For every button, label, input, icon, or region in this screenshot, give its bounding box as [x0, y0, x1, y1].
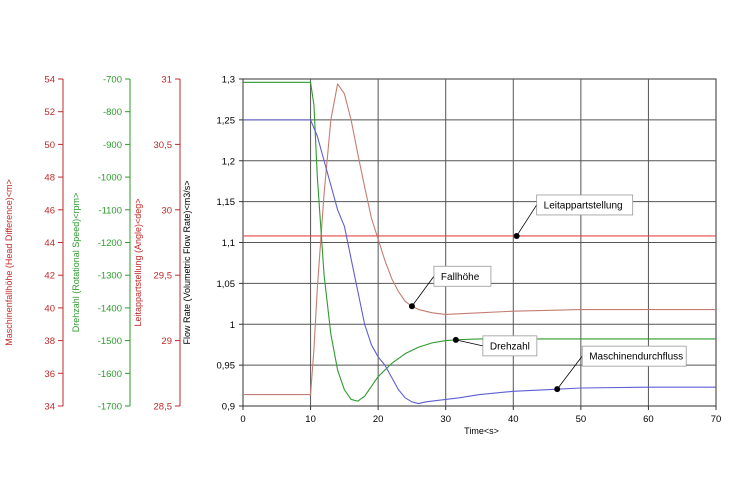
angle-tick-label: 29,5 — [154, 271, 173, 282]
speed-tick-label: -1300 — [98, 271, 122, 282]
speed-tick-label: -1200 — [98, 238, 122, 249]
speed-axis-label: Drehzahl (Rotational Speed)<rpm> — [71, 193, 81, 333]
series-line — [243, 81, 716, 402]
head-tick-label: 48 — [44, 173, 55, 184]
flow-tick-label: 1,05 — [217, 279, 236, 290]
speed-tick-label: -800 — [103, 107, 122, 118]
series-line — [243, 119, 716, 405]
head-tick-label: 50 — [44, 140, 55, 151]
angle-tick-label: 31 — [161, 75, 172, 86]
x-tick-label: 40 — [508, 414, 519, 425]
flow-tick-label: 1 — [230, 320, 235, 331]
flow-tick-label: 1,2 — [222, 156, 235, 167]
angle-tick-label: 30 — [161, 205, 172, 216]
x-tick-label: 20 — [373, 414, 384, 425]
annotation-leader — [516, 204, 538, 237]
x-tick-label: 70 — [711, 414, 722, 425]
annotation-dot — [513, 232, 520, 239]
x-tick-label: 10 — [305, 414, 316, 425]
angle-tick-label: 30,5 — [154, 140, 173, 151]
speed-tick-label: -1400 — [98, 303, 122, 314]
angle-tick-label: 29 — [161, 336, 172, 347]
head-tick-label: 54 — [44, 75, 55, 86]
annotation-leader — [556, 355, 583, 390]
axes: 0 10 20 30 40 50 60 70 Time<s> 54 52 50 48 46 44 42 40 38… — [4, 75, 721, 437]
x-tick-label: 30 — [440, 414, 451, 425]
flow-tick-label: 0,9 — [222, 402, 235, 413]
head-axis-label: Maschinenfallhöhe (Head Difference)<m> — [4, 179, 14, 345]
flow-tick-label: 1,3 — [222, 75, 235, 86]
annotation-dot — [452, 336, 459, 343]
annotations-layer: Leitappartstellung Fallhöhe Drehzahl Maschi… — [408, 194, 687, 393]
head-tick-label: 44 — [44, 238, 55, 249]
speed-tick-label: -1100 — [98, 205, 122, 216]
speed-tick-label: -700 — [103, 75, 122, 86]
flow-tick-label: 0,95 — [217, 361, 236, 372]
x-axis-label: Time<s> — [464, 426, 499, 436]
head-tick-label: 36 — [44, 369, 55, 380]
annotation-label: Leitappartstellung — [544, 200, 623, 211]
flow-tick-label: 1,1 — [222, 238, 235, 249]
flow-tick-label: 1,25 — [217, 115, 236, 126]
annotation-box — [433, 265, 492, 287]
speed-tick-label: -900 — [103, 140, 122, 151]
x-tick-label: 60 — [643, 414, 654, 425]
head-tick-label: 52 — [44, 107, 55, 118]
annotation-label: Drehzahl — [490, 341, 530, 352]
annotation-leader — [455, 339, 483, 347]
annotation-dot — [408, 303, 415, 310]
flow-axis-label: Flow Rate (Volumetric Flow Rate)<m3/s> — [182, 180, 192, 344]
annotation-box — [536, 194, 634, 216]
x-tick-label: 50 — [576, 414, 587, 425]
speed-tick-label: -1600 — [98, 369, 122, 380]
head-tick-label: 40 — [44, 303, 55, 314]
angle-axis-label: Leitappartstellung (Angle)<deg> — [133, 198, 143, 326]
annotation-leader — [411, 276, 435, 307]
speed-tick-label: -1700 — [98, 402, 122, 413]
flow-tick-label: 1,15 — [217, 197, 236, 208]
annotation-box — [581, 345, 687, 367]
annotation-box — [482, 335, 538, 357]
annotation-label: Fallhöhe — [441, 272, 480, 283]
speed-tick-label: -1000 — [98, 173, 122, 184]
speed-tick-label: -1500 — [98, 336, 122, 347]
head-tick-label: 42 — [44, 271, 55, 282]
x-tick-label: 0 — [240, 414, 245, 425]
head-tick-label: 34 — [44, 402, 55, 413]
annotation-dot — [554, 386, 561, 393]
angle-tick-label: 28,5 — [154, 402, 173, 413]
annotation-label: Maschinendurchfluss — [589, 352, 683, 363]
head-tick-label: 38 — [44, 336, 55, 347]
series-line — [243, 83, 716, 396]
series-layer — [243, 81, 716, 405]
head-tick-label: 46 — [44, 205, 55, 216]
